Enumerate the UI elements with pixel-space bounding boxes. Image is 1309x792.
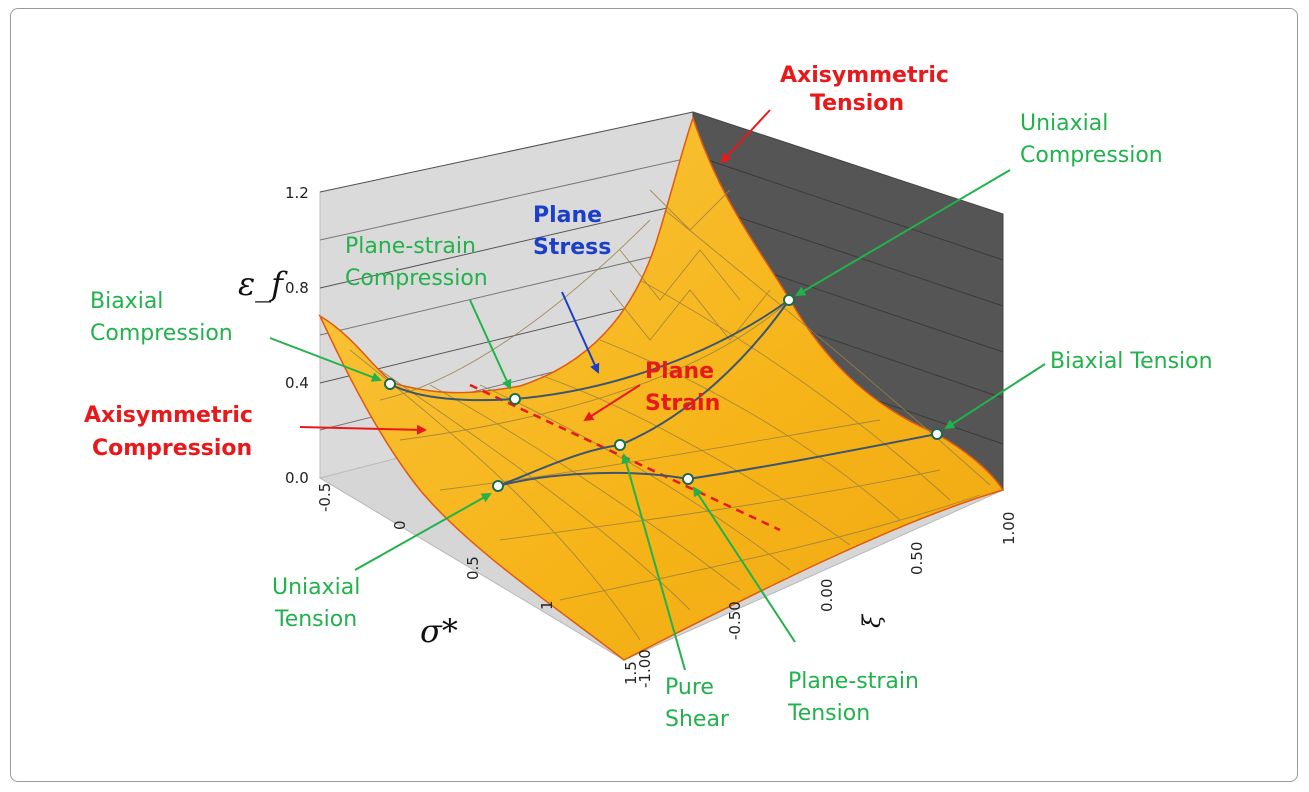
point-plane-strain-tension [682, 473, 694, 485]
arrow-biaxial-compression [269, 337, 382, 382]
annotation-biaxial-tension: Biaxial Tension [1050, 349, 1213, 374]
point-biaxial-tension [931, 428, 943, 440]
annotation-plane-strain-compression-line1: Plane-strain [345, 234, 476, 259]
z-tick-label: 0.0 [285, 469, 309, 487]
point-uniaxial-compression [783, 294, 795, 306]
point-biaxial-compression [384, 378, 396, 390]
y-tick-label: 0.50 [908, 542, 926, 575]
z-tick-label: 0.8 [285, 279, 309, 297]
arrow-axisymmetric-compression [299, 424, 427, 435]
arrow-uniaxial-compression [795, 169, 1011, 297]
annotation-biaxial-compression-line1: Biaxial [90, 289, 163, 314]
arrow-plane-strain-tension [692, 486, 796, 643]
x-tick-label: 0 [391, 520, 409, 530]
point-plane-strain-compression [509, 393, 521, 405]
annotation-uniaxial-compression-line2: Compression [1020, 143, 1163, 168]
arrow-pure-shear [621, 453, 686, 671]
annotation-plane-stress-line2: Stress [533, 235, 611, 260]
y-tick-label: 1.00 [1000, 512, 1018, 545]
annotation-pure-shear-line2: Shear [665, 707, 730, 732]
x-tick-label: 1.5 [622, 661, 640, 685]
y-axis-title: ξ [858, 613, 886, 628]
arrow-axisymmetric-tension [720, 109, 771, 164]
annotation-plane-strain-tension-line1: Plane-strain [788, 669, 919, 694]
z-tick-label: 0.4 [285, 374, 309, 392]
annotation-plane-strain-tension-line2: Tension [787, 701, 870, 726]
z-axis: 0.0 0.4 0.8 1.2 ε_f [238, 184, 309, 487]
key-points [384, 294, 943, 492]
arrow-biaxial-tension [944, 363, 1046, 430]
x-axis: -0.5 0 0.5 1 1.5 σ* [316, 483, 640, 685]
z-axis-title: ε_f [238, 265, 288, 303]
arrow-uniaxial-tension [354, 493, 492, 571]
y-tick-label: 0.00 [818, 579, 836, 612]
arrow-plane-strain [583, 384, 641, 422]
annotation-plane-strain-line1: Plane [645, 359, 714, 384]
x-axis-title: σ* [420, 612, 458, 650]
point-uniaxial-tension [492, 480, 504, 492]
arrow-plane-strain-compression [469, 299, 512, 390]
point-pure-shear [614, 439, 626, 451]
fracture-surface [318, 115, 1005, 661]
annotation-uniaxial-compression-line1: Uniaxial [1020, 111, 1108, 136]
annotation-axisymmetric-compression-line1: Axisymmetric [84, 403, 253, 428]
x-tick-label: 1 [538, 600, 556, 610]
annotation-plane-strain-compression-line2: Compression [345, 266, 488, 291]
annotation-plane-strain-line2: Strain [645, 391, 720, 416]
annotation-biaxial-compression-line2: Compression [90, 321, 233, 346]
annotations: Axisymmetric Tension Uniaxial Compressio… [84, 63, 1213, 732]
annotation-axisymmetric-compression-line2: Compression [92, 436, 252, 461]
y-axis: -1.00 -0.50 0.00 0.50 1.00 ξ [636, 512, 1018, 688]
annotation-axisymmetric-tension-line1: Axisymmetric [780, 63, 949, 88]
annotation-axisymmetric-tension-line2: Tension [810, 91, 904, 116]
y-tick-label: -0.50 [726, 601, 744, 640]
y-tick-label: -1.00 [636, 649, 654, 688]
annotation-uniaxial-tension-line2: Tension [274, 607, 357, 632]
annotation-pure-shear-line1: Pure [665, 675, 714, 700]
arrow-plane-stress [561, 291, 600, 374]
x-tick-label: 0.5 [464, 556, 482, 580]
annotation-plane-stress-line1: Plane [533, 203, 602, 228]
z-tick-label: 1.2 [285, 184, 309, 202]
annotation-uniaxial-tension-line1: Uniaxial [272, 575, 360, 600]
x-tick-label: -0.5 [316, 483, 334, 512]
